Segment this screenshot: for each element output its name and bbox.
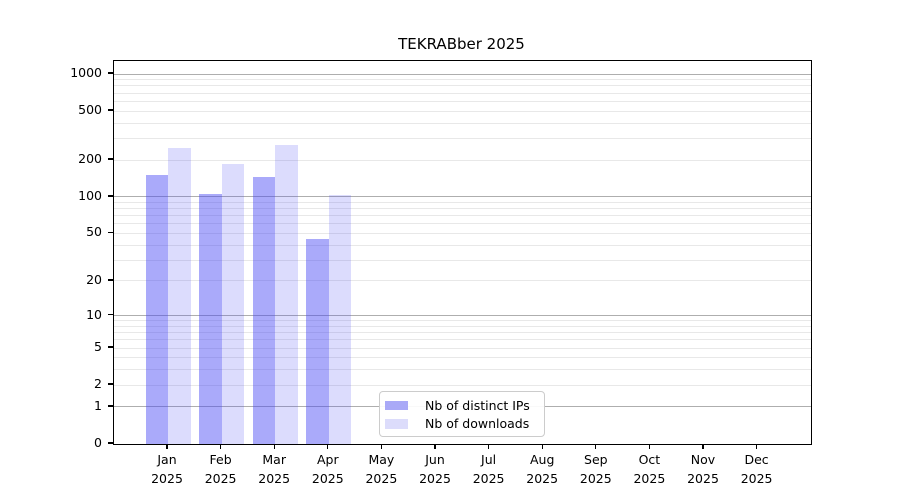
y-tick-mark	[108, 158, 113, 160]
gridline-minor	[114, 223, 811, 225]
gridline-minor	[114, 357, 811, 359]
gridline-minor	[114, 332, 811, 334]
x-tick-label: Apr 2025	[311, 452, 344, 486]
x-tick-label: Feb 2025	[204, 452, 237, 486]
bar-downloads	[168, 148, 191, 444]
legend-swatch-downloads	[385, 419, 408, 429]
y-tick-label: 2	[94, 376, 102, 392]
y-tick-label: 10	[86, 306, 102, 322]
gridline-minor	[114, 244, 811, 246]
y-tick-label: 100	[78, 187, 102, 203]
bar-downloads	[221, 163, 245, 444]
x-tick-mark	[273, 444, 275, 449]
legend-swatch-distinct-ips	[385, 400, 408, 410]
gridline-minor	[114, 215, 811, 217]
x-tick-mark	[327, 444, 329, 449]
x-tick-mark	[487, 444, 490, 449]
bar-distinct-ips	[145, 175, 168, 444]
x-tick-mark	[434, 444, 436, 449]
x-tick-label: Dec 2025	[740, 452, 773, 486]
y-tick-mark	[108, 279, 113, 281]
gridline-minor	[114, 201, 811, 203]
x-tick-mark	[380, 444, 383, 449]
gridline-minor	[114, 100, 811, 102]
gridline-major	[114, 73, 811, 75]
x-tick-label: Jul 2025	[472, 452, 505, 486]
x-tick-mark	[702, 444, 704, 449]
gridline-minor	[114, 208, 811, 210]
y-tick-label: 1	[94, 397, 102, 413]
x-tick-label: Nov 2025	[687, 452, 719, 486]
legend: Nb of distinct IPs Nb of downloads	[379, 391, 545, 437]
gridline-minor	[114, 159, 811, 161]
gridline-minor	[114, 325, 811, 327]
legend-label: Nb of downloads	[425, 416, 530, 431]
y-tick-mark	[108, 195, 113, 197]
gridline-minor	[114, 232, 811, 234]
x-tick-mark	[595, 444, 597, 449]
y-tick-mark	[108, 383, 113, 385]
bar-distinct-ips	[252, 177, 276, 444]
gridline-minor	[114, 85, 811, 87]
x-tick-label: Mar 2025	[258, 452, 291, 486]
y-tick-label: 50	[86, 224, 102, 240]
x-tick-mark	[755, 444, 758, 449]
gridline-minor	[114, 92, 811, 94]
x-tick-mark	[648, 444, 651, 449]
gridline-major	[114, 315, 811, 317]
y-tick-mark	[108, 109, 113, 111]
y-tick-label: 20	[86, 271, 102, 287]
legend-label: Nb of distinct IPs	[425, 397, 530, 413]
bar-downloads	[275, 144, 298, 444]
gridline-minor	[114, 259, 811, 261]
y-tick-mark	[108, 442, 113, 444]
x-tick-label: Sep 2025	[579, 452, 612, 486]
gridline-minor	[114, 369, 811, 371]
gridline-minor	[114, 110, 811, 112]
y-tick-label: 500	[78, 102, 102, 118]
gridline-minor	[114, 339, 811, 341]
x-tick-mark	[166, 444, 168, 449]
y-tick-mark	[108, 313, 113, 316]
gridline-major	[114, 196, 811, 198]
x-tick-label: May 2025	[365, 452, 398, 486]
x-tick-label: Jan 2025	[151, 452, 183, 486]
y-tick-mark	[108, 346, 113, 348]
gridline-minor	[114, 347, 811, 349]
gridline-minor	[114, 122, 811, 124]
bar-distinct-ips	[306, 238, 329, 444]
y-tick-label: 0	[94, 435, 102, 450]
chart-title: TEKRABber 2025	[398, 35, 525, 53]
bar-downloads	[328, 195, 352, 444]
x-tick-mark	[541, 444, 543, 449]
legend-row: Nb of distinct IPs	[380, 397, 544, 416]
y-tick-mark	[108, 72, 113, 74]
gridline-minor	[114, 384, 811, 386]
y-tick-label: 1000	[70, 65, 102, 81]
legend-row: Nb of downloads	[380, 415, 544, 434]
gridline-minor	[114, 137, 811, 139]
plot-area: Nb of distinct IPs Nb of downloads	[113, 60, 812, 445]
y-tick-label: 200	[78, 151, 102, 166]
x-tick-label: Oct 2025	[633, 452, 666, 486]
x-tick-label: Jun 2025	[419, 452, 451, 486]
y-tick-mark	[108, 231, 113, 234]
y-tick-mark	[108, 405, 113, 407]
x-tick-mark	[219, 444, 222, 449]
gridline-minor	[114, 79, 811, 81]
gridline-minor	[114, 280, 811, 282]
y-tick-label: 5	[94, 339, 102, 355]
x-tick-label: Aug 2025	[526, 452, 559, 486]
gridline-minor	[114, 320, 811, 322]
bar-distinct-ips	[199, 193, 222, 444]
